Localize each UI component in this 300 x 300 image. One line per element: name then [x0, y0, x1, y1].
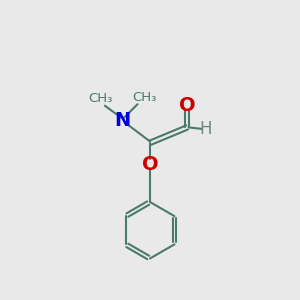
Text: O: O	[179, 96, 196, 115]
Text: H: H	[199, 120, 212, 138]
Text: CH₃: CH₃	[88, 92, 112, 105]
Text: O: O	[142, 155, 158, 174]
Text: N: N	[115, 111, 131, 130]
Text: CH₃: CH₃	[132, 91, 157, 104]
